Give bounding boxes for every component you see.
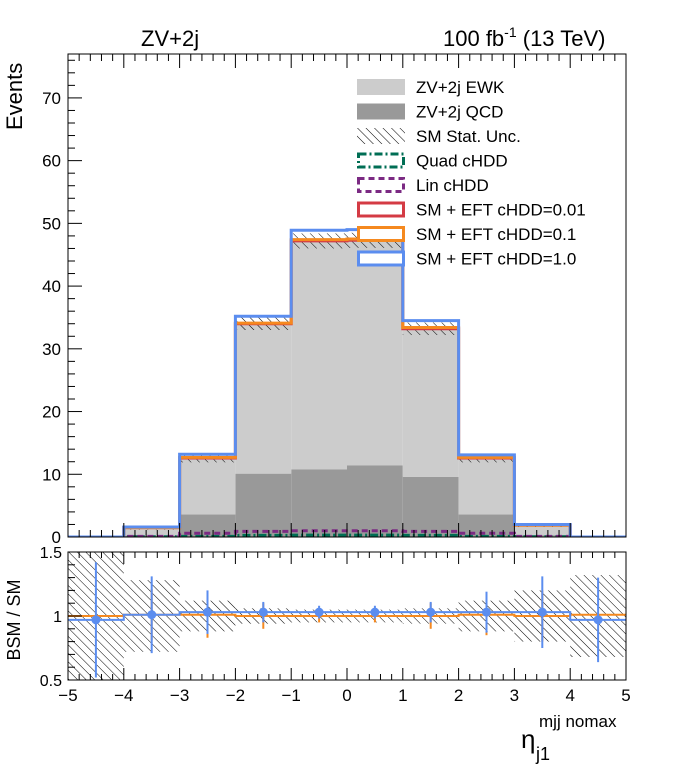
ratio-point-sm-eft-chdd-1-0 <box>258 607 268 617</box>
y-tick-label: 70 <box>42 89 61 108</box>
legend-label: SM + EFT cHDD=0.01 <box>416 201 586 220</box>
main-plot-area <box>68 228 626 537</box>
legend-label: Lin cHDD <box>416 176 489 195</box>
legend-label: SM + EFT cHDD=1.0 <box>416 250 576 269</box>
y-tick-label: 40 <box>42 277 61 296</box>
y-tick-label: 10 <box>42 465 61 484</box>
ratio-point-sm-eft-chdd-1-0 <box>537 607 547 617</box>
ratio-y-axis: 0.5 1 1.5 <box>40 545 82 690</box>
x-tick-label: 1 <box>398 686 407 705</box>
lumi-energy: (13 TeV) <box>517 26 606 51</box>
legend-swatch <box>357 177 405 193</box>
main-y-axis: 0 10 20 30 40 50 60 70 <box>42 59 82 547</box>
bar-zv-2j-ewk-5 <box>347 240 403 466</box>
legend-label: SM Stat. Unc. <box>416 127 521 146</box>
x-axis-label-subscript: j1 <box>535 744 550 764</box>
line-sm-eft-chdd-1-0 <box>68 228 626 537</box>
x-tick-label: 4 <box>565 686 574 705</box>
y-tick-label: 60 <box>42 152 61 171</box>
lumi-exponent: -1 <box>504 24 517 40</box>
bar-zv-2j-qcd-4 <box>291 469 347 537</box>
bar-zv-2j-ewk-3 <box>235 323 292 474</box>
legend-swatch <box>357 128 405 144</box>
ratio-point-sm-eft-chdd-1-0 <box>147 610 157 620</box>
ratio-y-tick-label: 1 <box>53 609 62 626</box>
x-tick-label: 2 <box>454 686 463 705</box>
legend-swatch <box>357 103 405 120</box>
bar-zv-2j-ewk-8 <box>514 525 571 536</box>
x-tick-label: −1 <box>282 686 301 705</box>
lumi-label: 100 fb-1 (13 TeV) <box>443 24 605 51</box>
legend-swatch <box>357 226 405 242</box>
ratio-point-sm-eft-chdd-1-0 <box>203 607 212 617</box>
main-x-ticks <box>67 54 627 537</box>
legend-label: ZV+2j EWK <box>416 78 505 97</box>
y-tick-label: 30 <box>42 340 61 359</box>
bar-zv-2j-qcd-7 <box>458 514 515 537</box>
ratio-x-axis: −5 −4 −3 −2 −1 0 1 2 3 4 5 <box>58 552 631 705</box>
bar-zv-2j-qcd-6 <box>402 476 459 537</box>
ratio-point-sm-eft-chdd-1-0 <box>370 607 380 617</box>
x-axis-label-superscript: mjj nomax <box>539 712 617 731</box>
x-tick-label: −4 <box>114 686 133 705</box>
legend-swatch <box>357 79 405 95</box>
x-tick-label: −5 <box>58 686 77 705</box>
bar-zv-2j-ewk-7 <box>458 457 515 515</box>
x-tick-label: 5 <box>621 686 630 705</box>
legend-label: ZV+2j QCD <box>416 103 503 122</box>
ratio-point-sm-eft-chdd-1-0 <box>91 615 101 625</box>
ratio-y-tick-label: 0.5 <box>40 673 62 690</box>
y-tick-label: 20 <box>42 403 61 422</box>
x-tick-label: 3 <box>510 686 519 705</box>
legend-swatch <box>357 201 405 218</box>
x-axis-label: η j1 mjj nomax <box>521 712 617 764</box>
y-tick-label: 0 <box>52 528 61 547</box>
legend-swatch <box>357 250 405 267</box>
bar-zv-2j-ewk-6 <box>402 328 459 477</box>
ratio-point-sm-eft-chdd-1-0 <box>482 607 491 617</box>
legend-label: Quad cHDD <box>416 152 508 171</box>
x-tick-label: −2 <box>226 686 245 705</box>
bar-zv-2j-qcd-5 <box>347 465 403 537</box>
x-tick-label: 0 <box>342 686 351 705</box>
bar-zv-2j-ewk-4 <box>291 240 347 470</box>
x-axis-label-symbol: η <box>521 724 535 754</box>
ratio-y-axis-label: BSM / SM <box>4 579 24 660</box>
ratio-point-sm-eft-chdd-1-0 <box>593 615 603 625</box>
bar-zv-2j-ewk-1 <box>123 527 180 536</box>
ratio-y-tick-label: 1.5 <box>40 545 62 562</box>
legend-swatch <box>357 152 405 169</box>
legend-label: SM + EFT cHDD=0.1 <box>416 225 576 244</box>
bar-zv-2j-qcd-3 <box>235 473 292 537</box>
ratio-point-sm-eft-chdd-1-0 <box>314 607 324 617</box>
lumi-value: 100 fb <box>443 26 504 51</box>
legend: ZV+2j EWK ZV+2j QCD SM Stat. Unc. Quad cHDD… <box>357 78 586 269</box>
process-label: ZV+2j <box>141 26 199 51</box>
bar-zv-2j-qcd-2 <box>179 514 236 537</box>
ratio-point-sm-eft-chdd-1-0 <box>426 607 436 617</box>
main-y-axis-label: Events <box>2 63 27 130</box>
x-tick-label: −3 <box>170 686 189 705</box>
bar-zv-2j-qcd-8 <box>514 535 571 537</box>
y-tick-label: 50 <box>42 214 61 233</box>
bar-zv-2j-ewk-2 <box>179 457 236 515</box>
